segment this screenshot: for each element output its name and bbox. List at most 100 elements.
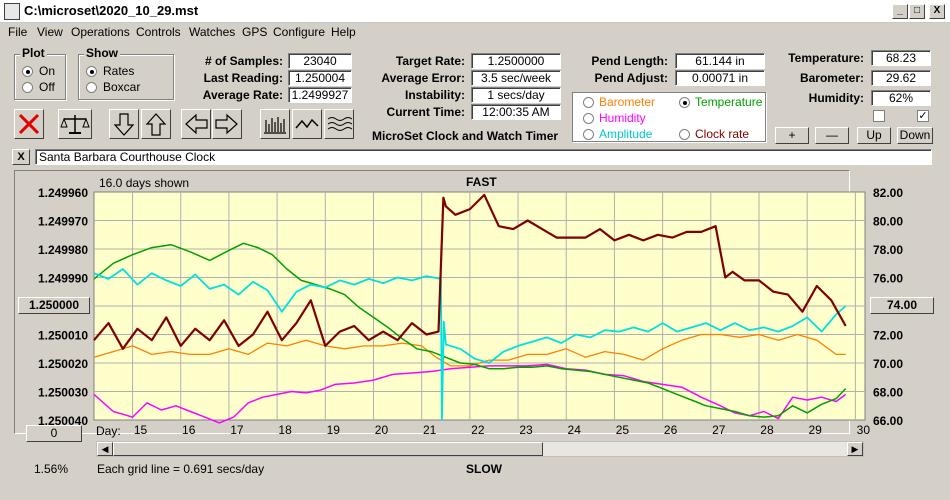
balance-button[interactable] <box>58 109 92 139</box>
show-boxcar-radio[interactable] <box>86 82 97 93</box>
plot-off-radio[interactable] <box>22 82 33 93</box>
plus-button[interactable]: + <box>775 127 809 144</box>
right-axis-tick-label: 68.00 <box>873 386 903 400</box>
left-axis-tick-label: 1.249960 <box>38 186 88 200</box>
temperature-series-line <box>93 242 847 418</box>
app-caption: MicroSet Clock and Watch Timer <box>372 129 559 143</box>
average-error-value: 3.5 sec/week <box>471 70 561 86</box>
target-rate-label: Target Rate: <box>395 54 465 68</box>
left-arrow-button[interactable] <box>181 109 211 139</box>
checkbox-1[interactable] <box>873 110 885 122</box>
left-axis-tick-label: 1.250010 <box>38 329 88 343</box>
right-axis-tick-label: 72.00 <box>873 329 903 343</box>
minimize-button[interactable]: _ <box>892 4 908 19</box>
barometer-value: 29.62 <box>871 70 931 86</box>
humidity-radio[interactable] <box>583 113 594 124</box>
day-tick-label: 25 <box>616 423 630 437</box>
pend-adjust-label: Pend Adjust: <box>594 71 668 85</box>
clock-rate-series-label: Clock rate <box>695 127 750 141</box>
down-arrow-button[interactable] <box>109 109 139 139</box>
right-axis-tick-label: 76.00 <box>873 272 903 286</box>
target-rate-value[interactable]: 1.2500000 <box>471 53 561 69</box>
menu-view[interactable]: View <box>37 25 63 39</box>
scroll-right-icon[interactable]: ▶ <box>847 442 863 456</box>
scroll-left-icon[interactable]: ◀ <box>97 442 113 456</box>
humidity-label: Humidity: <box>808 91 864 105</box>
bar-graph-icon <box>264 117 286 134</box>
day-tick-label: 19 <box>327 423 341 437</box>
barometer-label: Barometer: <box>799 71 864 85</box>
grid-note-label: Each grid line = 0.691 secs/day <box>97 462 265 476</box>
samples-value: 23040 <box>288 53 352 69</box>
window-title: C:\microset\2020_10_29.mst <box>24 3 199 18</box>
clock-name-input[interactable]: Santa Barbara Courthouse Clock <box>35 149 932 165</box>
average-rate-label: Average Rate: <box>202 88 283 102</box>
day-tick-label: 26 <box>664 423 678 437</box>
menu-bar: File View Operations Controls Watches GP… <box>0 23 950 41</box>
wave-graph-icon <box>327 117 353 131</box>
menu-operations[interactable]: Operations <box>71 25 130 39</box>
left-axis-tick-label: 1.249990 <box>38 272 88 286</box>
menu-help[interactable]: Help <box>331 25 356 39</box>
horizontal-scrollbar[interactable]: ◀ ▶ <box>96 441 864 457</box>
average-error-label: Average Error: <box>381 71 465 85</box>
left-axis-center-button[interactable]: 1.250000 <box>18 297 90 314</box>
pend-length-label: Pend Length: <box>591 54 668 68</box>
day-tick-label: 30 <box>857 423 871 437</box>
barometer-radio[interactable] <box>583 97 594 108</box>
plot-group-title: Plot <box>20 46 47 60</box>
clock-name-close-button[interactable]: X <box>12 149 30 165</box>
pend-length-value[interactable]: 61.144 in <box>675 53 765 69</box>
left-axis-tick-label: 1.250040 <box>38 414 88 428</box>
percent-label: 1.56% <box>34 462 69 476</box>
menu-controls[interactable]: Controls <box>136 25 181 39</box>
day-tick-label: 16 <box>182 423 196 437</box>
humidity-value: 62% <box>871 90 931 106</box>
plot-on-radio[interactable] <box>22 66 33 77</box>
amplitude-radio[interactable] <box>583 129 594 140</box>
instability-label: Instability: <box>404 88 465 102</box>
scroll-thumb[interactable] <box>113 442 543 456</box>
menu-gps[interactable]: GPS <box>242 25 268 39</box>
wave-graph-button[interactable] <box>324 109 354 139</box>
close-button[interactable]: X <box>929 4 945 19</box>
temperature-series-label: Temperature <box>695 95 763 109</box>
zero-button[interactable]: 0 <box>26 425 82 442</box>
up-button[interactable]: Up <box>857 127 891 144</box>
maximize-button[interactable]: □ <box>909 4 925 19</box>
current-time-label: Current Time: <box>386 105 465 119</box>
day-tick-label: 23 <box>519 423 533 437</box>
menu-file[interactable]: File <box>8 25 28 39</box>
day-tick-label: 29 <box>808 423 822 437</box>
bar-graph-button[interactable] <box>260 109 290 139</box>
day-prefix-label: Day: <box>96 424 121 438</box>
minus-button[interactable]: — <box>815 127 849 144</box>
humidity-series-label: Humidity <box>599 111 646 125</box>
title-bar: C:\microset\2020_10_29.mst _ □ X <box>0 0 950 23</box>
amplitude-series-line <box>93 268 847 421</box>
stop-button[interactable] <box>14 109 44 139</box>
right-axis-center-button[interactable]: 74.00 <box>870 297 934 314</box>
show-group <box>78 54 174 100</box>
line-graph-icon <box>295 118 319 129</box>
checkbox-2[interactable]: ✓ <box>917 110 929 122</box>
temperature-radio[interactable] <box>679 97 690 108</box>
day-tick-label: 28 <box>760 423 774 437</box>
show-rates-radio[interactable] <box>86 66 97 77</box>
line-graph-button[interactable] <box>292 109 322 139</box>
menu-watches[interactable]: Watches <box>189 25 236 39</box>
down-button[interactable]: Down <box>897 127 933 144</box>
right-arrow-button[interactable] <box>212 109 242 139</box>
balance-scale-icon <box>60 115 90 134</box>
arrow-right-icon <box>215 113 238 135</box>
plot-off-label: Off <box>39 80 55 94</box>
day-tick-label: 24 <box>568 423 582 437</box>
day-tick-label: 22 <box>471 423 485 437</box>
menu-configure[interactable]: Configure <box>273 25 326 39</box>
up-arrow-button[interactable] <box>141 109 171 139</box>
temperature-label: Temperature: <box>788 51 864 65</box>
clock-rate-radio[interactable] <box>679 129 690 140</box>
slow-label: SLOW <box>466 462 502 476</box>
arrow-up-icon <box>145 113 167 136</box>
